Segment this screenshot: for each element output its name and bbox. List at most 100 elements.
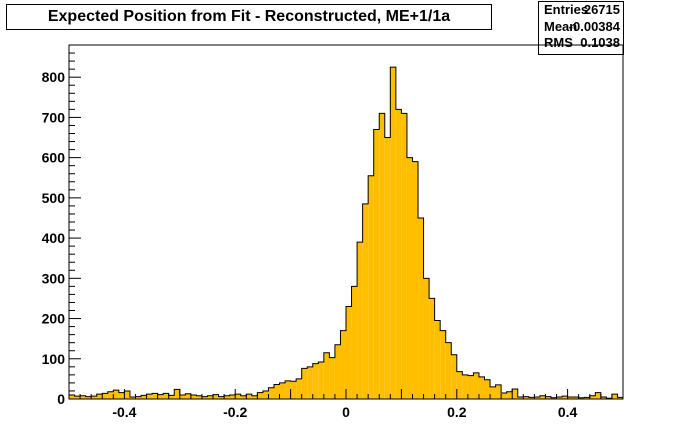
histogram-bin xyxy=(229,394,236,399)
histogram-bin xyxy=(550,397,557,399)
histogram-bin xyxy=(296,378,302,399)
histogram-bin xyxy=(556,396,563,399)
histogram-bin xyxy=(495,384,502,399)
histogram-bin xyxy=(235,394,241,399)
histogram-bin xyxy=(478,376,485,399)
histogram-bin xyxy=(146,394,153,399)
histogram-bin xyxy=(589,395,596,399)
histogram-bin xyxy=(262,390,269,399)
histogram-bin xyxy=(163,393,169,399)
histogram-bin xyxy=(406,157,413,399)
histogram-bin xyxy=(501,392,507,399)
y-axis: 0 100 200 300 400 500 600 700 800 xyxy=(42,44,81,407)
histogram-bin xyxy=(340,330,346,399)
stats-mean-value: -0.00384 xyxy=(568,18,620,34)
histogram-bin xyxy=(279,382,286,399)
x-axis: -0.4 -0.2 0 0.2 0.4 xyxy=(68,389,624,420)
y-tick-label: 200 xyxy=(42,311,66,327)
histogram-bin xyxy=(246,394,252,399)
histogram-bin xyxy=(357,242,363,399)
stats-mean-row: Mean -0.00384 xyxy=(539,19,623,36)
histogram-bin xyxy=(318,361,324,399)
histogram-bin xyxy=(118,392,125,399)
histogram-bin xyxy=(290,381,297,399)
histogram-bin xyxy=(285,380,291,399)
x-tick-label: 0 xyxy=(342,404,350,420)
histogram-bin xyxy=(429,298,435,399)
stats-entries-label: Entries xyxy=(544,2,589,17)
histogram-bin xyxy=(196,395,202,399)
histogram-bin xyxy=(213,394,219,399)
histogram-bin xyxy=(201,396,208,399)
histogram-bin xyxy=(567,396,574,399)
histogram-bin xyxy=(445,342,452,399)
histogram-bin xyxy=(456,371,463,399)
histogram-bin xyxy=(312,363,319,399)
x-tick-label: 0.4 xyxy=(558,404,578,420)
histogram-bin xyxy=(418,217,424,399)
histogram-bin xyxy=(207,395,214,399)
histogram-bin xyxy=(379,113,385,400)
stats-mean-label: Mean xyxy=(544,18,578,34)
histogram-bin xyxy=(390,67,396,399)
histogram-bin xyxy=(506,391,513,399)
histogram-bin xyxy=(346,306,352,399)
histogram-bin xyxy=(218,396,225,399)
histogram-bin xyxy=(617,397,623,399)
histogram-bin xyxy=(273,384,280,399)
histogram-bin xyxy=(307,366,313,399)
histogram-bin xyxy=(351,286,358,399)
histogram-bin xyxy=(528,397,535,399)
histogram-bin xyxy=(368,175,374,399)
y-tick-label: 400 xyxy=(42,230,66,246)
histogram-bin xyxy=(545,396,551,399)
histogram-bin xyxy=(74,396,81,399)
histogram-bin xyxy=(412,161,419,399)
histogram-bin xyxy=(268,387,274,399)
histogram-bin xyxy=(451,354,457,399)
stats-entries-row: Entries 26715 xyxy=(539,2,623,19)
histogram-bin xyxy=(423,278,430,399)
histogram-bin xyxy=(517,396,524,399)
histogram-bin xyxy=(600,396,607,399)
histogram-bin xyxy=(141,395,147,399)
histogram-bin xyxy=(102,393,108,399)
histogram-bin xyxy=(539,395,546,399)
x-tick-label: -0.4 xyxy=(112,404,136,420)
histogram-bin xyxy=(96,394,103,399)
histogram-bin xyxy=(562,396,568,399)
histogram-bin xyxy=(224,395,230,399)
histogram-bin xyxy=(490,386,496,399)
histogram-bin xyxy=(301,368,308,399)
histogram-bin xyxy=(135,396,142,399)
histogram-bin xyxy=(401,113,407,400)
histogram-outline xyxy=(68,66,624,399)
histogram-bin xyxy=(611,394,618,399)
x-tick-label: 0.2 xyxy=(447,404,467,420)
histogram-bin xyxy=(473,372,479,399)
stats-rms-value: 0.1038 xyxy=(580,35,620,50)
stats-rms-label: RMS xyxy=(544,35,573,50)
histogram-bin xyxy=(80,395,86,399)
histogram-bin xyxy=(91,396,97,399)
stats-rms-row: RMS 0.1038 xyxy=(539,35,623,52)
histogram-bin xyxy=(467,375,474,399)
histogram-bin xyxy=(484,379,491,399)
histogram-bin xyxy=(334,344,341,399)
histogram-bin xyxy=(440,330,446,399)
histogram-bin xyxy=(523,396,529,399)
y-tick-label: 600 xyxy=(42,150,66,166)
histogram-bars xyxy=(69,67,623,400)
histogram-bin xyxy=(595,392,601,399)
y-tick-label: 300 xyxy=(42,270,66,286)
histogram-bin xyxy=(512,388,518,399)
x-tick-label: -0.2 xyxy=(223,404,247,420)
histogram-bin xyxy=(578,397,585,399)
histogram-bin xyxy=(323,352,330,399)
chart-title: Expected Position from Fit - Reconstruct… xyxy=(6,4,492,30)
y-tick-label: 100 xyxy=(42,351,66,367)
histogram-bin xyxy=(462,374,468,399)
histogram-bin xyxy=(573,396,579,399)
histogram-bin xyxy=(329,357,335,399)
